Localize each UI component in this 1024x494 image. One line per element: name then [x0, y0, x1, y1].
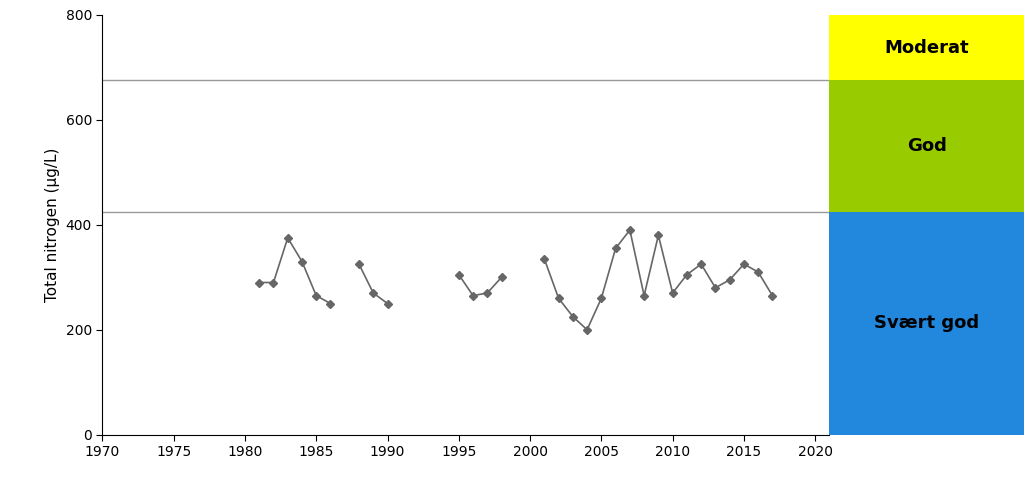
Bar: [829, 211, 1024, 435]
Text: Moderat: Moderat: [885, 39, 969, 57]
Y-axis label: Total nitrogen (µg/L): Total nitrogen (µg/L): [45, 148, 60, 302]
Text: Svært god: Svært god: [874, 314, 979, 332]
Bar: [829, 81, 1024, 211]
Bar: [829, 15, 1024, 81]
Text: God: God: [907, 137, 946, 155]
